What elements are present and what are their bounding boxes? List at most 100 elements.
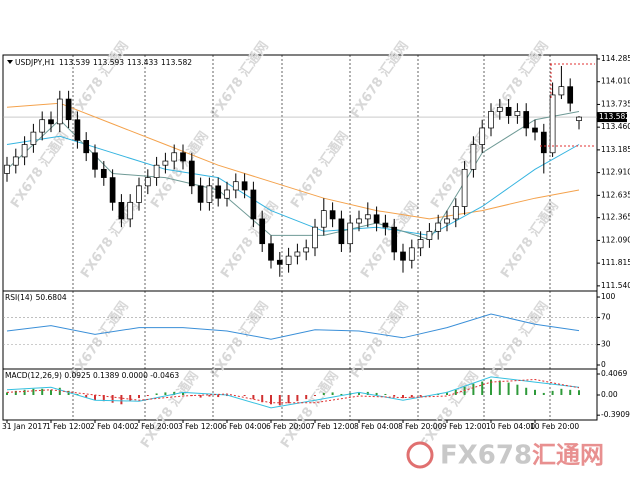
candle-body xyxy=(303,247,310,253)
moving-average xyxy=(6,135,580,236)
candle-body xyxy=(30,131,37,145)
candle-body xyxy=(294,251,301,257)
close: 113.582 xyxy=(161,58,192,67)
y-tick-label: 113.735 xyxy=(601,99,630,108)
candle-body xyxy=(109,177,116,203)
candle-body xyxy=(206,185,213,203)
y-tick-label: 30 xyxy=(601,340,611,349)
x-tick-label: 8 Feb 04:00 xyxy=(354,422,399,431)
candle-body xyxy=(347,222,354,245)
candle-body xyxy=(382,222,389,228)
macd-header: MACD(12,26,9) 0.0925 0.1389 0.0000 -0.04… xyxy=(5,371,179,380)
candle-body xyxy=(452,206,459,220)
candle-body xyxy=(549,94,556,154)
candle-body xyxy=(197,185,204,203)
low: 113.433 xyxy=(127,58,158,67)
candle-body xyxy=(118,202,125,220)
y-tick-label: 114.010 xyxy=(601,77,630,86)
candle-body xyxy=(21,144,28,158)
candle-body xyxy=(576,116,582,121)
candle-body xyxy=(144,177,151,187)
candle-body xyxy=(364,214,371,220)
logo: FX678 汇通网 xyxy=(406,441,604,471)
candle-body xyxy=(523,111,530,129)
candle-body xyxy=(470,144,477,170)
candle-body xyxy=(250,189,257,220)
plot: 114.285 114.010 113.735 113.460 113.185 112.9… xyxy=(2,54,630,431)
candle-body xyxy=(83,140,90,154)
candle-body xyxy=(496,106,503,112)
x-tick-label: 31 Jan 2017 xyxy=(2,422,47,431)
y-tick-label: 114.285 xyxy=(601,54,630,63)
candle-body xyxy=(426,230,433,240)
logo-icon xyxy=(406,441,434,469)
macd-line xyxy=(6,376,580,409)
candle-body xyxy=(312,226,318,249)
y-tick-label: 0 xyxy=(601,360,606,369)
candle-body xyxy=(285,255,292,265)
candle-body xyxy=(276,259,283,265)
logo-name: 汇通网 xyxy=(532,441,604,469)
candle-body xyxy=(514,111,521,116)
candle-body xyxy=(74,119,81,141)
rsi-label: RSI(14) xyxy=(5,293,33,302)
high: 113.593 xyxy=(93,58,124,67)
candle-body xyxy=(444,218,450,224)
candle-body xyxy=(92,152,98,170)
candle-body xyxy=(567,86,574,104)
y-tick-label: 113.460 xyxy=(601,122,630,131)
x-tick-label: 2 Feb 20:00 xyxy=(134,422,179,431)
candle-body xyxy=(461,168,468,207)
x-tick-label: 1 Feb 12:00 xyxy=(46,422,91,431)
candle-body xyxy=(4,164,10,174)
x-tick-label: 10 Feb 04:00 xyxy=(486,422,535,431)
candle-body xyxy=(338,218,345,245)
open: 113.539 xyxy=(59,58,90,67)
candle-body xyxy=(356,218,362,224)
chart-frame xyxy=(2,54,598,421)
candle-body xyxy=(56,98,63,125)
y-tick-label: 112.090 xyxy=(601,235,630,244)
candle-body xyxy=(100,168,107,178)
candle-body xyxy=(373,214,380,224)
y-tick-label: 112.910 xyxy=(601,168,630,177)
candle-body xyxy=(320,210,327,228)
candle-body xyxy=(215,185,222,199)
moving-average xyxy=(6,102,580,220)
candle-body xyxy=(188,160,195,187)
candle-body xyxy=(127,202,134,220)
menu-arrow xyxy=(7,60,13,64)
candle-body xyxy=(171,152,178,162)
y-tick-label: 70 xyxy=(601,312,611,321)
x-tick-label: 6 Feb 04:00 xyxy=(222,422,267,431)
candle-body xyxy=(48,119,54,125)
x-tick-label: 7 Feb 12:00 xyxy=(310,422,355,431)
candle-body xyxy=(488,111,494,129)
candle-body xyxy=(232,181,239,191)
candle-body xyxy=(39,119,46,133)
symbol: USDJPY,H1 xyxy=(15,58,55,67)
x-tick-label: 6 Feb 20:00 xyxy=(266,422,311,431)
candle-body xyxy=(435,222,442,232)
candle-body xyxy=(400,251,406,261)
candle-body xyxy=(479,127,486,145)
candle-body xyxy=(162,160,169,166)
candle-body xyxy=(224,189,230,199)
price-label-box xyxy=(597,112,627,123)
logo-brand: FX678 xyxy=(440,441,532,471)
y-tick-label: 0.4069 xyxy=(601,369,627,378)
header: USDJPY,H1 113.539 113.593 113.433 113.582 xyxy=(15,58,192,67)
candle-body xyxy=(417,239,424,249)
y-tick-label: -0.3909 xyxy=(601,410,630,419)
signal-line xyxy=(6,378,580,404)
candle-body xyxy=(391,226,398,253)
x-tick-label: 2 Feb 04:00 xyxy=(90,422,135,431)
y-tick-label: 112.365 xyxy=(601,213,630,222)
candle-body xyxy=(12,156,19,166)
y-tick-label: 111.540 xyxy=(601,281,630,290)
candle-body xyxy=(505,106,512,116)
x-tick-label: 9 Feb 12:00 xyxy=(442,422,487,431)
rsi-line xyxy=(6,313,580,340)
y-tick-label: 100 xyxy=(601,292,616,301)
